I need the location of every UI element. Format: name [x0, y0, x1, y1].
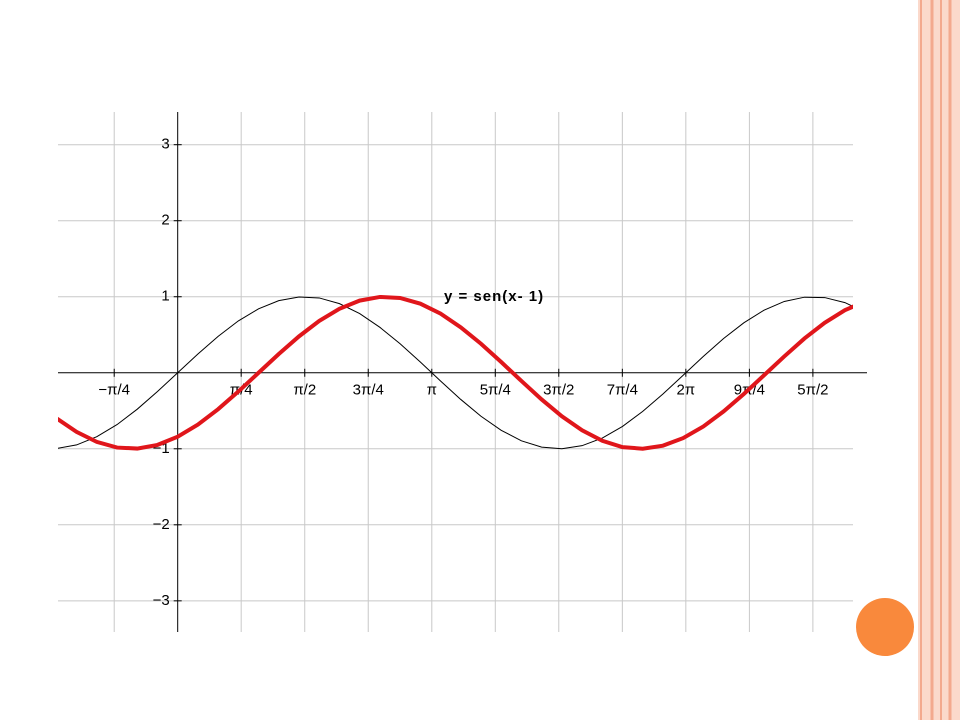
side-band [918, 0, 960, 720]
y-tick-label: −3 [153, 592, 170, 609]
series-label: y = sen(x- 1) [444, 288, 544, 305]
x-tick-label: 2π [676, 382, 695, 399]
y-tick-label: 3 [161, 136, 169, 153]
x-tick-label: 7π/4 [607, 382, 638, 399]
x-tick-label: 3π/2 [543, 382, 574, 399]
y-tick-label: 2 [161, 212, 169, 229]
x-tick-label: π/2 [293, 382, 316, 399]
y-tick-label: 1 [161, 288, 169, 305]
x-tick-label: π [427, 382, 437, 399]
x-tick-label: 5π/4 [480, 382, 511, 399]
series-line [58, 294, 853, 451]
x-tick-label: −π/4 [98, 382, 130, 399]
series-line [58, 296, 853, 450]
slide-bullet [856, 598, 914, 656]
x-tick-label: 5π/2 [797, 382, 828, 399]
x-tick-label: 3π/4 [353, 382, 384, 399]
y-tick-label: −2 [153, 516, 170, 533]
